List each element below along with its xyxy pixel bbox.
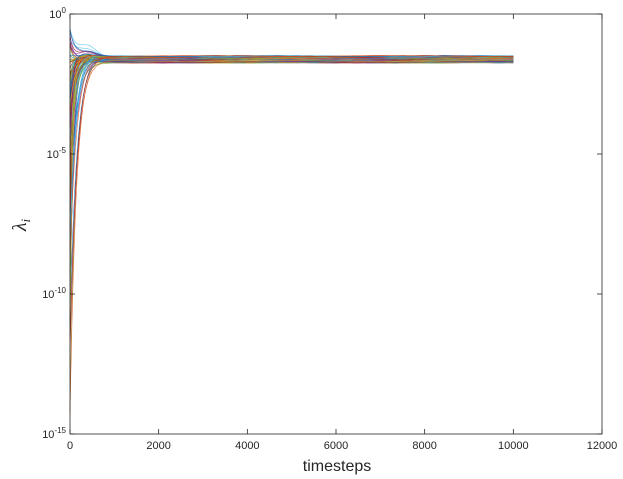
series-line <box>69 58 514 323</box>
series-line <box>69 57 514 108</box>
y-tick-label-base: 10 <box>47 149 59 161</box>
series-line <box>69 61 514 82</box>
series-line <box>69 59 514 112</box>
series-line <box>69 29 514 58</box>
series-line <box>69 54 514 337</box>
series-line <box>69 56 514 149</box>
series-line <box>69 59 514 349</box>
y-axis-label-subscript: i <box>18 218 33 222</box>
y-axis-label-symbol: λ <box>9 222 31 232</box>
series-line <box>69 60 514 228</box>
series-line <box>69 55 514 237</box>
series-line <box>69 56 514 238</box>
y-tick-label-exponent: 0 <box>62 6 67 15</box>
series-line <box>69 60 514 412</box>
y-tick-label-base: 10 <box>42 289 54 301</box>
series-line <box>69 59 514 92</box>
series-line <box>69 56 514 129</box>
series-line <box>69 60 514 147</box>
series-line <box>69 57 514 175</box>
series-line <box>69 60 514 272</box>
x-tick-label: 0 <box>67 440 73 452</box>
x-tick-label: 4000 <box>235 440 259 452</box>
series-line <box>69 55 514 258</box>
series-line <box>69 60 514 96</box>
series-line <box>69 29 514 58</box>
series-line <box>69 61 514 117</box>
y-tick-label: 10-5 <box>47 146 67 161</box>
series-line <box>69 59 514 99</box>
y-tick-label: 10-10 <box>42 286 66 301</box>
x-tick-label: 10000 <box>498 440 529 452</box>
x-tick-label: 2000 <box>146 440 170 452</box>
x-tick-label: 6000 <box>324 440 348 452</box>
y-tick-label: 10-15 <box>42 426 66 441</box>
series-layer <box>69 28 514 414</box>
axes <box>69 13 603 435</box>
series-line <box>69 61 514 168</box>
series-line <box>69 58 514 280</box>
x-axis-label: timesteps <box>303 458 371 475</box>
series-line <box>69 55 514 233</box>
series-line <box>69 60 514 87</box>
series-line <box>69 28 514 59</box>
series-line <box>69 61 514 178</box>
series-line <box>69 60 514 110</box>
series-line <box>69 55 514 211</box>
series-line <box>69 55 514 124</box>
series-line <box>69 59 514 148</box>
series-line <box>69 61 514 125</box>
series-line <box>69 55 514 366</box>
series-line <box>69 38 514 58</box>
series-line <box>69 59 514 347</box>
y-tick-label-base: 10 <box>42 429 54 441</box>
series-line <box>69 60 514 107</box>
series-line <box>69 60 514 324</box>
series-line <box>69 57 514 121</box>
series-line <box>69 55 514 353</box>
series-line <box>69 58 514 250</box>
series-line <box>69 59 514 116</box>
series-line <box>69 57 514 318</box>
series-line <box>69 56 514 195</box>
series-line <box>69 59 514 155</box>
series-line <box>69 56 514 126</box>
series-line <box>69 55 514 233</box>
series-line <box>69 58 514 234</box>
y-tick-label-exponent: -15 <box>54 426 66 435</box>
series-line <box>69 59 514 90</box>
x-tick-labels: 0 2000 4000 6000 8000 10000 12000 <box>67 440 617 452</box>
y-axis-label: λi <box>9 218 33 232</box>
series-line <box>69 58 514 113</box>
series-line <box>69 56 514 109</box>
series-line <box>69 59 514 237</box>
x-tick-label: 8000 <box>412 440 436 452</box>
series-line <box>69 55 514 414</box>
y-tick-label: 100 <box>49 6 66 21</box>
x-tick-label: 12000 <box>587 440 618 452</box>
series-line <box>69 55 514 156</box>
series-line <box>69 59 514 116</box>
axes-box <box>69 13 603 435</box>
series-line <box>69 58 514 105</box>
series-line <box>69 60 514 98</box>
series-line <box>69 57 514 142</box>
series-line <box>69 59 514 192</box>
y-tick-label-exponent: -5 <box>59 146 67 155</box>
series-line <box>69 36 514 58</box>
series-line <box>69 54 514 64</box>
y-tick-label-exponent: -10 <box>54 286 66 295</box>
series-line <box>69 56 514 125</box>
series-line <box>69 58 514 120</box>
series-line <box>69 58 514 126</box>
y-tick-label-base: 10 <box>49 9 61 21</box>
